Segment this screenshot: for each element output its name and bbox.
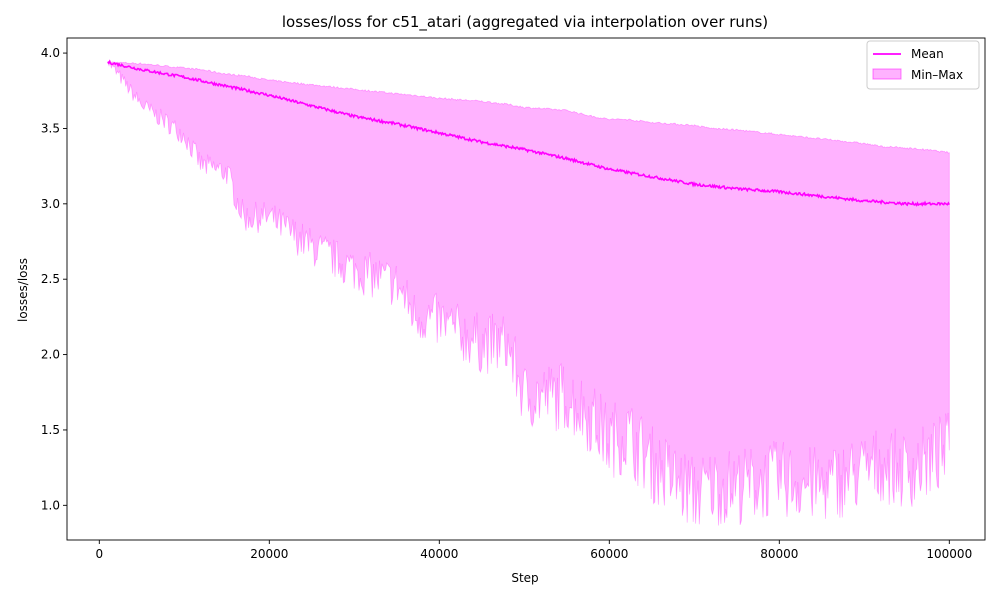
x-axis-label: Step [511,571,538,585]
legend-box [866,40,980,90]
y-tick-label: 2.0 [41,348,60,362]
x-tick-label: 80000 [760,547,798,561]
plot-frame [66,37,986,541]
y-tick-label: 4.0 [41,46,60,60]
y-tick-label: 3.5 [41,121,60,135]
legend: Mean Min–Max [866,40,980,90]
y-tick-label: 1.5 [41,423,60,437]
plot-area [107,59,950,526]
x-tick-label: 20000 [250,547,288,561]
x-tick-label: 100000 [926,547,972,561]
y-axis-label: losses/loss [16,258,30,322]
series-minmax-band [107,60,950,526]
legend-mean-label: Mean [911,47,944,61]
chart-title: losses/loss for c51_atari (aggregated vi… [282,13,768,32]
y-tick-label: 2.5 [41,272,60,286]
x-tick-label: 60000 [590,547,628,561]
axes: 0 20000 40000 60000 80000 100000 1.0 1.5 2.0 2.5 3… [41,37,986,561]
x-tick-label: 0 [95,547,103,561]
legend-minmax-label: Min–Max [911,68,963,82]
y-tick-label: 3.0 [41,197,60,211]
legend-minmax-swatch [872,68,902,80]
series-mean-line [107,59,950,207]
y-tick-label: 1.0 [41,498,60,512]
x-tick-label: 40000 [420,547,458,561]
